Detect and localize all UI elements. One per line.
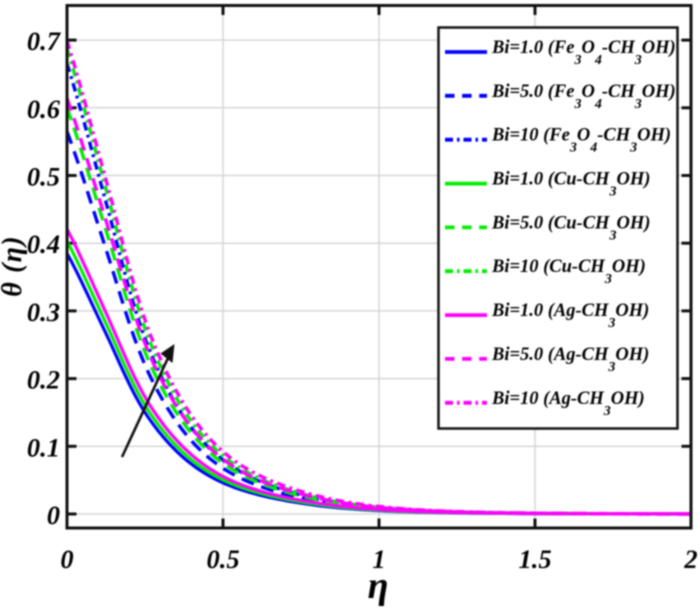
svg-text:0.2: 0.2 xyxy=(27,365,60,395)
svg-text:0: 0 xyxy=(60,544,73,574)
svg-text:0.6: 0.6 xyxy=(27,94,61,124)
svg-text:0.3: 0.3 xyxy=(27,297,60,327)
svg-text:1.5: 1.5 xyxy=(518,544,551,574)
svg-text:0.5: 0.5 xyxy=(27,162,60,192)
svg-text:1: 1 xyxy=(372,544,385,574)
svg-text:η: η xyxy=(368,565,389,607)
svg-text:0.1: 0.1 xyxy=(27,432,60,462)
svg-text:0.7: 0.7 xyxy=(27,26,62,56)
svg-text:0.5: 0.5 xyxy=(206,544,239,574)
svg-text:θ (η): θ (η) xyxy=(0,235,28,297)
svg-text:2: 2 xyxy=(683,544,697,574)
svg-text:0: 0 xyxy=(47,500,60,530)
svg-text:0.4: 0.4 xyxy=(27,229,60,259)
